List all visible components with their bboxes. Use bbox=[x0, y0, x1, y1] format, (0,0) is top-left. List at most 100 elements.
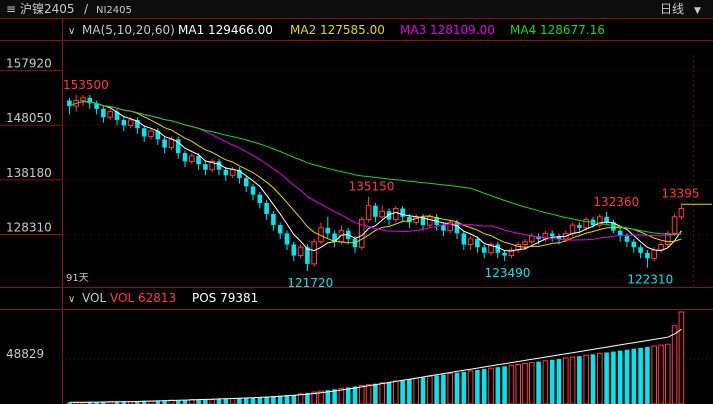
ma4-value: MA4 128677.16 bbox=[510, 23, 605, 37]
candle-body bbox=[522, 241, 528, 245]
candle-body bbox=[101, 108, 106, 118]
price-annotation: 132360 bbox=[593, 195, 639, 209]
volume-bar bbox=[264, 396, 269, 404]
candle-body bbox=[141, 128, 147, 137]
ma-lines bbox=[69, 100, 682, 252]
volume-bar bbox=[243, 398, 249, 404]
candle-body bbox=[467, 238, 474, 245]
volume-bar bbox=[271, 396, 276, 404]
candle-body bbox=[488, 243, 494, 254]
candle-body bbox=[155, 131, 161, 140]
candle-body bbox=[611, 222, 616, 231]
volume-bar bbox=[638, 347, 643, 404]
ma1-line bbox=[69, 100, 682, 252]
volume-bar bbox=[209, 398, 215, 404]
volume-bar bbox=[441, 374, 446, 404]
volume-bar bbox=[407, 379, 412, 404]
volume-bar bbox=[604, 352, 609, 404]
days-label: 91天 bbox=[66, 273, 89, 284]
candle-body bbox=[461, 233, 467, 245]
volume-bar bbox=[645, 346, 650, 404]
volume-bar bbox=[379, 382, 385, 404]
ma-legend-toggle-icon[interactable]: ∨ bbox=[68, 26, 75, 37]
vol-legend-toggle-icon[interactable]: ∨ bbox=[68, 294, 75, 305]
candle-body bbox=[529, 235, 535, 243]
volume-bar bbox=[495, 367, 501, 404]
candle-body bbox=[94, 103, 99, 109]
pos-value: POS 79381 bbox=[192, 291, 258, 305]
volume-bar bbox=[216, 398, 222, 404]
volume-bar bbox=[522, 363, 528, 404]
ma4-line bbox=[69, 100, 682, 235]
candle-body bbox=[203, 164, 208, 170]
volume-bar bbox=[311, 391, 317, 404]
candle-body bbox=[277, 225, 283, 234]
volume-bar bbox=[678, 311, 685, 404]
candle-body bbox=[638, 247, 643, 253]
candle-body bbox=[325, 227, 331, 234]
y-grid bbox=[0, 70, 713, 360]
header-bar bbox=[0, 0, 713, 18]
candle-body bbox=[284, 233, 290, 245]
volume-bar bbox=[508, 364, 515, 404]
volume-bar bbox=[237, 398, 242, 404]
volume-bar bbox=[386, 381, 392, 404]
candle-body bbox=[291, 244, 297, 256]
candle-body bbox=[114, 111, 120, 120]
candle-body bbox=[631, 241, 637, 248]
pos-line bbox=[69, 328, 682, 403]
candle-body bbox=[454, 222, 460, 234]
volume-bar bbox=[583, 354, 590, 404]
candle-body bbox=[127, 119, 134, 126]
volume-bar bbox=[420, 377, 426, 404]
volume-bar bbox=[475, 369, 480, 404]
candle-body bbox=[250, 186, 256, 195]
volume-bar bbox=[651, 345, 658, 404]
volume-bar bbox=[569, 356, 576, 404]
volume-bar bbox=[325, 390, 331, 404]
candle-body bbox=[243, 178, 249, 187]
period-selector[interactable]: 日线 bbox=[660, 2, 684, 16]
volume-bar bbox=[563, 357, 569, 404]
candle-body bbox=[515, 243, 522, 251]
candle-body bbox=[441, 225, 446, 231]
volume-bar bbox=[67, 402, 72, 404]
volume-bar bbox=[229, 397, 236, 404]
candle-body bbox=[665, 232, 671, 245]
volume-bar bbox=[467, 370, 474, 404]
candle-body bbox=[400, 208, 405, 217]
annotations: 153500 135150 121720 123490 132360 122310 1339… bbox=[63, 78, 712, 290]
y-tick-label: 148050 bbox=[6, 111, 52, 125]
volume-bar bbox=[454, 372, 460, 404]
candle-body bbox=[645, 252, 650, 259]
candle-body bbox=[311, 241, 317, 265]
y-tick-label: 157920 bbox=[6, 57, 52, 71]
candle-body bbox=[189, 155, 195, 162]
candle-body bbox=[373, 205, 378, 217]
candles bbox=[67, 95, 685, 271]
volume-bar bbox=[400, 380, 405, 404]
volume-bar bbox=[515, 363, 522, 404]
candle-body bbox=[617, 230, 623, 237]
volume-bar bbox=[345, 387, 351, 404]
price-annotation: 153500 bbox=[63, 78, 109, 92]
volume-bar bbox=[305, 392, 310, 404]
candle-body bbox=[502, 252, 507, 256]
volume-bar bbox=[488, 367, 494, 404]
ma3-value: MA3 128109.00 bbox=[400, 23, 495, 37]
candle-body bbox=[257, 194, 263, 203]
volume-bar bbox=[624, 349, 630, 404]
volume-bar bbox=[175, 400, 181, 404]
candle-body bbox=[658, 243, 664, 251]
candle-body bbox=[407, 216, 412, 223]
candle-body bbox=[168, 138, 175, 149]
candle-body bbox=[223, 169, 229, 176]
volume-bar bbox=[352, 386, 358, 404]
candle-body bbox=[121, 119, 127, 126]
period-dropdown-icon[interactable]: ▼ bbox=[694, 6, 701, 16]
ma2-line bbox=[69, 100, 682, 248]
volume-bar bbox=[590, 354, 596, 404]
menu-icon[interactable]: ≡ bbox=[6, 2, 16, 16]
candle-body bbox=[481, 247, 487, 253]
